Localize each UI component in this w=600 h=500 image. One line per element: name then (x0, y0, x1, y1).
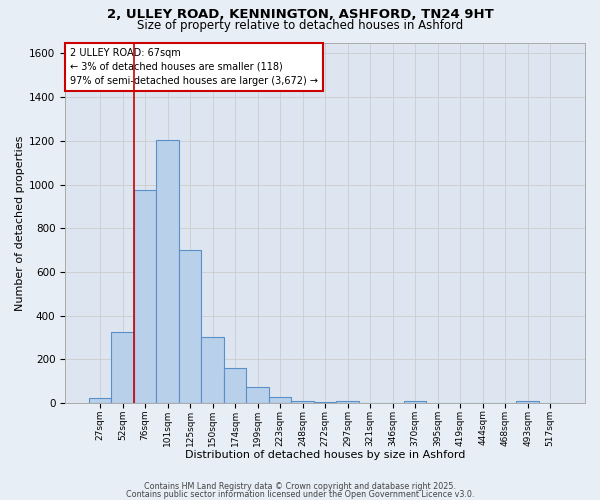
Bar (517, 401, 539, 403)
Bar (247, 387, 269, 403)
Text: Contains public sector information licensed under the Open Government Licence v3: Contains public sector information licen… (126, 490, 474, 499)
X-axis label: Distribution of detached houses by size in Ashford: Distribution of detached houses by size … (185, 450, 465, 460)
Bar (404, 401, 427, 403)
Text: 2, ULLEY ROAD, KENNINGTON, ASHFORD, TN24 9HT: 2, ULLEY ROAD, KENNINGTON, ASHFORD, TN24… (107, 8, 493, 20)
Bar (111, 332, 134, 403)
Y-axis label: Number of detached properties: Number of detached properties (15, 135, 25, 310)
Bar (337, 402, 359, 403)
Bar (156, 140, 179, 403)
Bar (314, 402, 337, 403)
Bar (201, 336, 224, 403)
Text: Size of property relative to detached houses in Ashford: Size of property relative to detached ho… (137, 19, 463, 32)
Bar (292, 401, 314, 403)
Text: Contains HM Land Registry data © Crown copyright and database right 2025.: Contains HM Land Registry data © Crown c… (144, 482, 456, 491)
Bar (269, 396, 292, 403)
Bar (224, 368, 247, 403)
Text: 2 ULLEY ROAD: 67sqm
← 3% of detached houses are smaller (118)
97% of semi-detach: 2 ULLEY ROAD: 67sqm ← 3% of detached hou… (70, 48, 319, 86)
Bar (89, 398, 111, 403)
Bar (179, 250, 201, 403)
Bar (134, 190, 156, 403)
